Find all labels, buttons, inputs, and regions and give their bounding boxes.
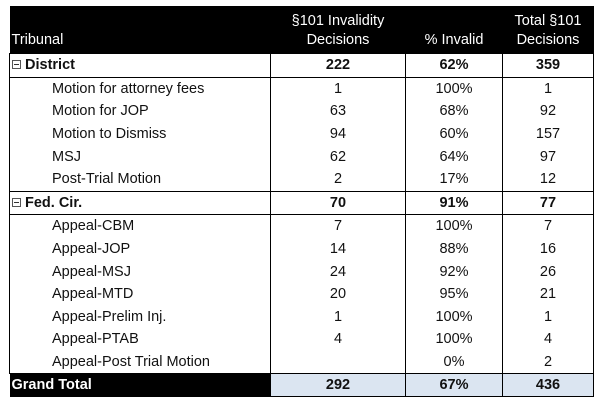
- row-decisions: 1: [270, 77, 406, 101]
- collapse-toggle-icon[interactable]: [12, 59, 21, 69]
- row-total: 26: [502, 260, 594, 283]
- group-label-cell: District: [9, 53, 271, 78]
- row-total: 7: [502, 214, 594, 238]
- group-decisions: 222: [270, 53, 406, 78]
- invalidity-pivot-table: Tribunal §101 Invalidity Decisions % Inv…: [9, 6, 594, 398]
- table-row[interactable]: Appeal-MTD 20 95% 21: [9, 282, 594, 306]
- header-total-line1: Total §101: [514, 13, 582, 29]
- row-pct: 68%: [405, 100, 503, 123]
- table-row[interactable]: MSJ 62 64% 97: [9, 145, 594, 168]
- row-name: Post-Trial Motion: [9, 167, 271, 192]
- row-total: 157: [502, 122, 594, 146]
- header-pct-invalid-label: % Invalid: [424, 32, 484, 48]
- table-row[interactable]: Appeal-CBM 7 100% 7: [9, 214, 594, 238]
- row-decisions: [270, 350, 406, 374]
- row-pct: 95%: [405, 282, 503, 306]
- header-pct-invalid[interactable]: % Invalid: [405, 6, 503, 54]
- pivot-table-container: Tribunal §101 Invalidity Decisions % Inv…: [9, 6, 594, 398]
- row-total: 16: [502, 237, 594, 261]
- row-pct: 100%: [405, 305, 503, 329]
- row-total: 21: [502, 282, 594, 306]
- row-name: Appeal-CBM: [9, 214, 271, 238]
- row-name: Appeal-JOP: [9, 237, 271, 261]
- row-pct: 92%: [405, 260, 503, 283]
- row-decisions: 7: [270, 214, 406, 238]
- header-tribunal[interactable]: Tribunal: [9, 6, 271, 54]
- row-name: Appeal-Post Trial Motion: [9, 350, 271, 374]
- group-label-cell: Fed. Cir.: [9, 190, 271, 216]
- row-pct: 64%: [405, 145, 503, 168]
- row-total: 2: [502, 350, 594, 374]
- row-name: Motion for attorney fees: [9, 77, 271, 101]
- row-total: 1: [502, 77, 594, 101]
- row-total: 4: [502, 328, 594, 351]
- row-pct: 100%: [405, 214, 503, 238]
- row-decisions: 2: [270, 167, 406, 192]
- table-row[interactable]: Motion for JOP 63 68% 92: [9, 100, 594, 123]
- group-total: 77: [502, 190, 594, 216]
- row-decisions: 20: [270, 282, 406, 306]
- group-name: Fed. Cir.: [25, 194, 83, 211]
- table-row[interactable]: Appeal-JOP 14 88% 16: [9, 237, 594, 261]
- row-decisions: 24: [270, 260, 406, 283]
- group-row-district[interactable]: District 222 62% 359: [9, 53, 594, 78]
- table-row[interactable]: Appeal-MSJ 24 92% 26: [9, 260, 594, 283]
- row-pct: 0%: [405, 350, 503, 374]
- grand-total-pct: 67%: [405, 373, 503, 398]
- grand-total-label: Grand Total: [9, 373, 271, 398]
- row-pct: 60%: [405, 122, 503, 146]
- table-row[interactable]: Post-Trial Motion 2 17% 12: [9, 167, 594, 192]
- row-total: 92: [502, 100, 594, 123]
- group-pct: 91%: [405, 190, 503, 216]
- group-pct: 62%: [405, 53, 503, 78]
- row-name: Appeal-PTAB: [9, 328, 271, 351]
- grand-total-decisions: 292: [270, 373, 406, 398]
- row-decisions: 14: [270, 237, 406, 261]
- row-name: Motion to Dismiss: [9, 122, 271, 146]
- table-row[interactable]: Appeal-PTAB 4 100% 4: [9, 328, 594, 351]
- header-tribunal-label: Tribunal: [11, 32, 64, 48]
- table-row[interactable]: Appeal-Post Trial Motion 0% 2: [9, 350, 594, 374]
- row-pct: 100%: [405, 77, 503, 101]
- group-row-fed-cir[interactable]: Fed. Cir. 70 91% 77: [9, 190, 594, 216]
- row-decisions: 63: [270, 100, 406, 123]
- group-decisions: 70: [270, 190, 406, 216]
- grand-total-row[interactable]: Grand Total 292 67% 436: [9, 373, 594, 398]
- row-name: MSJ: [9, 145, 271, 168]
- row-pct: 17%: [405, 167, 503, 192]
- row-total: 97: [502, 145, 594, 168]
- header-row: Tribunal §101 Invalidity Decisions % Inv…: [9, 6, 594, 54]
- row-decisions: 62: [270, 145, 406, 168]
- header-decisions-line2: Decisions: [306, 32, 370, 48]
- header-total-line2: Decisions: [516, 32, 580, 48]
- row-name: Appeal-MSJ: [9, 260, 271, 283]
- row-name: Motion for JOP: [9, 100, 271, 123]
- row-decisions: 1: [270, 305, 406, 329]
- grand-total-total: 436: [502, 373, 594, 398]
- header-decisions[interactable]: §101 Invalidity Decisions: [270, 6, 406, 54]
- collapse-toggle-icon[interactable]: [12, 197, 21, 207]
- row-total: 1: [502, 305, 594, 329]
- header-decisions-line1: §101 Invalidity: [291, 13, 385, 29]
- header-total[interactable]: Total §101 Decisions: [502, 6, 594, 54]
- row-decisions: 94: [270, 122, 406, 146]
- row-pct: 100%: [405, 328, 503, 351]
- group-name: District: [25, 57, 75, 74]
- table-row[interactable]: Motion to Dismiss 94 60% 157: [9, 122, 594, 146]
- group-total: 359: [502, 53, 594, 78]
- row-total: 12: [502, 167, 594, 192]
- table-row[interactable]: Appeal-Prelim Inj. 1 100% 1: [9, 305, 594, 329]
- row-pct: 88%: [405, 237, 503, 261]
- row-decisions: 4: [270, 328, 406, 351]
- row-name: Appeal-Prelim Inj.: [9, 305, 271, 329]
- row-name: Appeal-MTD: [9, 282, 271, 306]
- table-row[interactable]: Motion for attorney fees 1 100% 1: [9, 77, 594, 101]
